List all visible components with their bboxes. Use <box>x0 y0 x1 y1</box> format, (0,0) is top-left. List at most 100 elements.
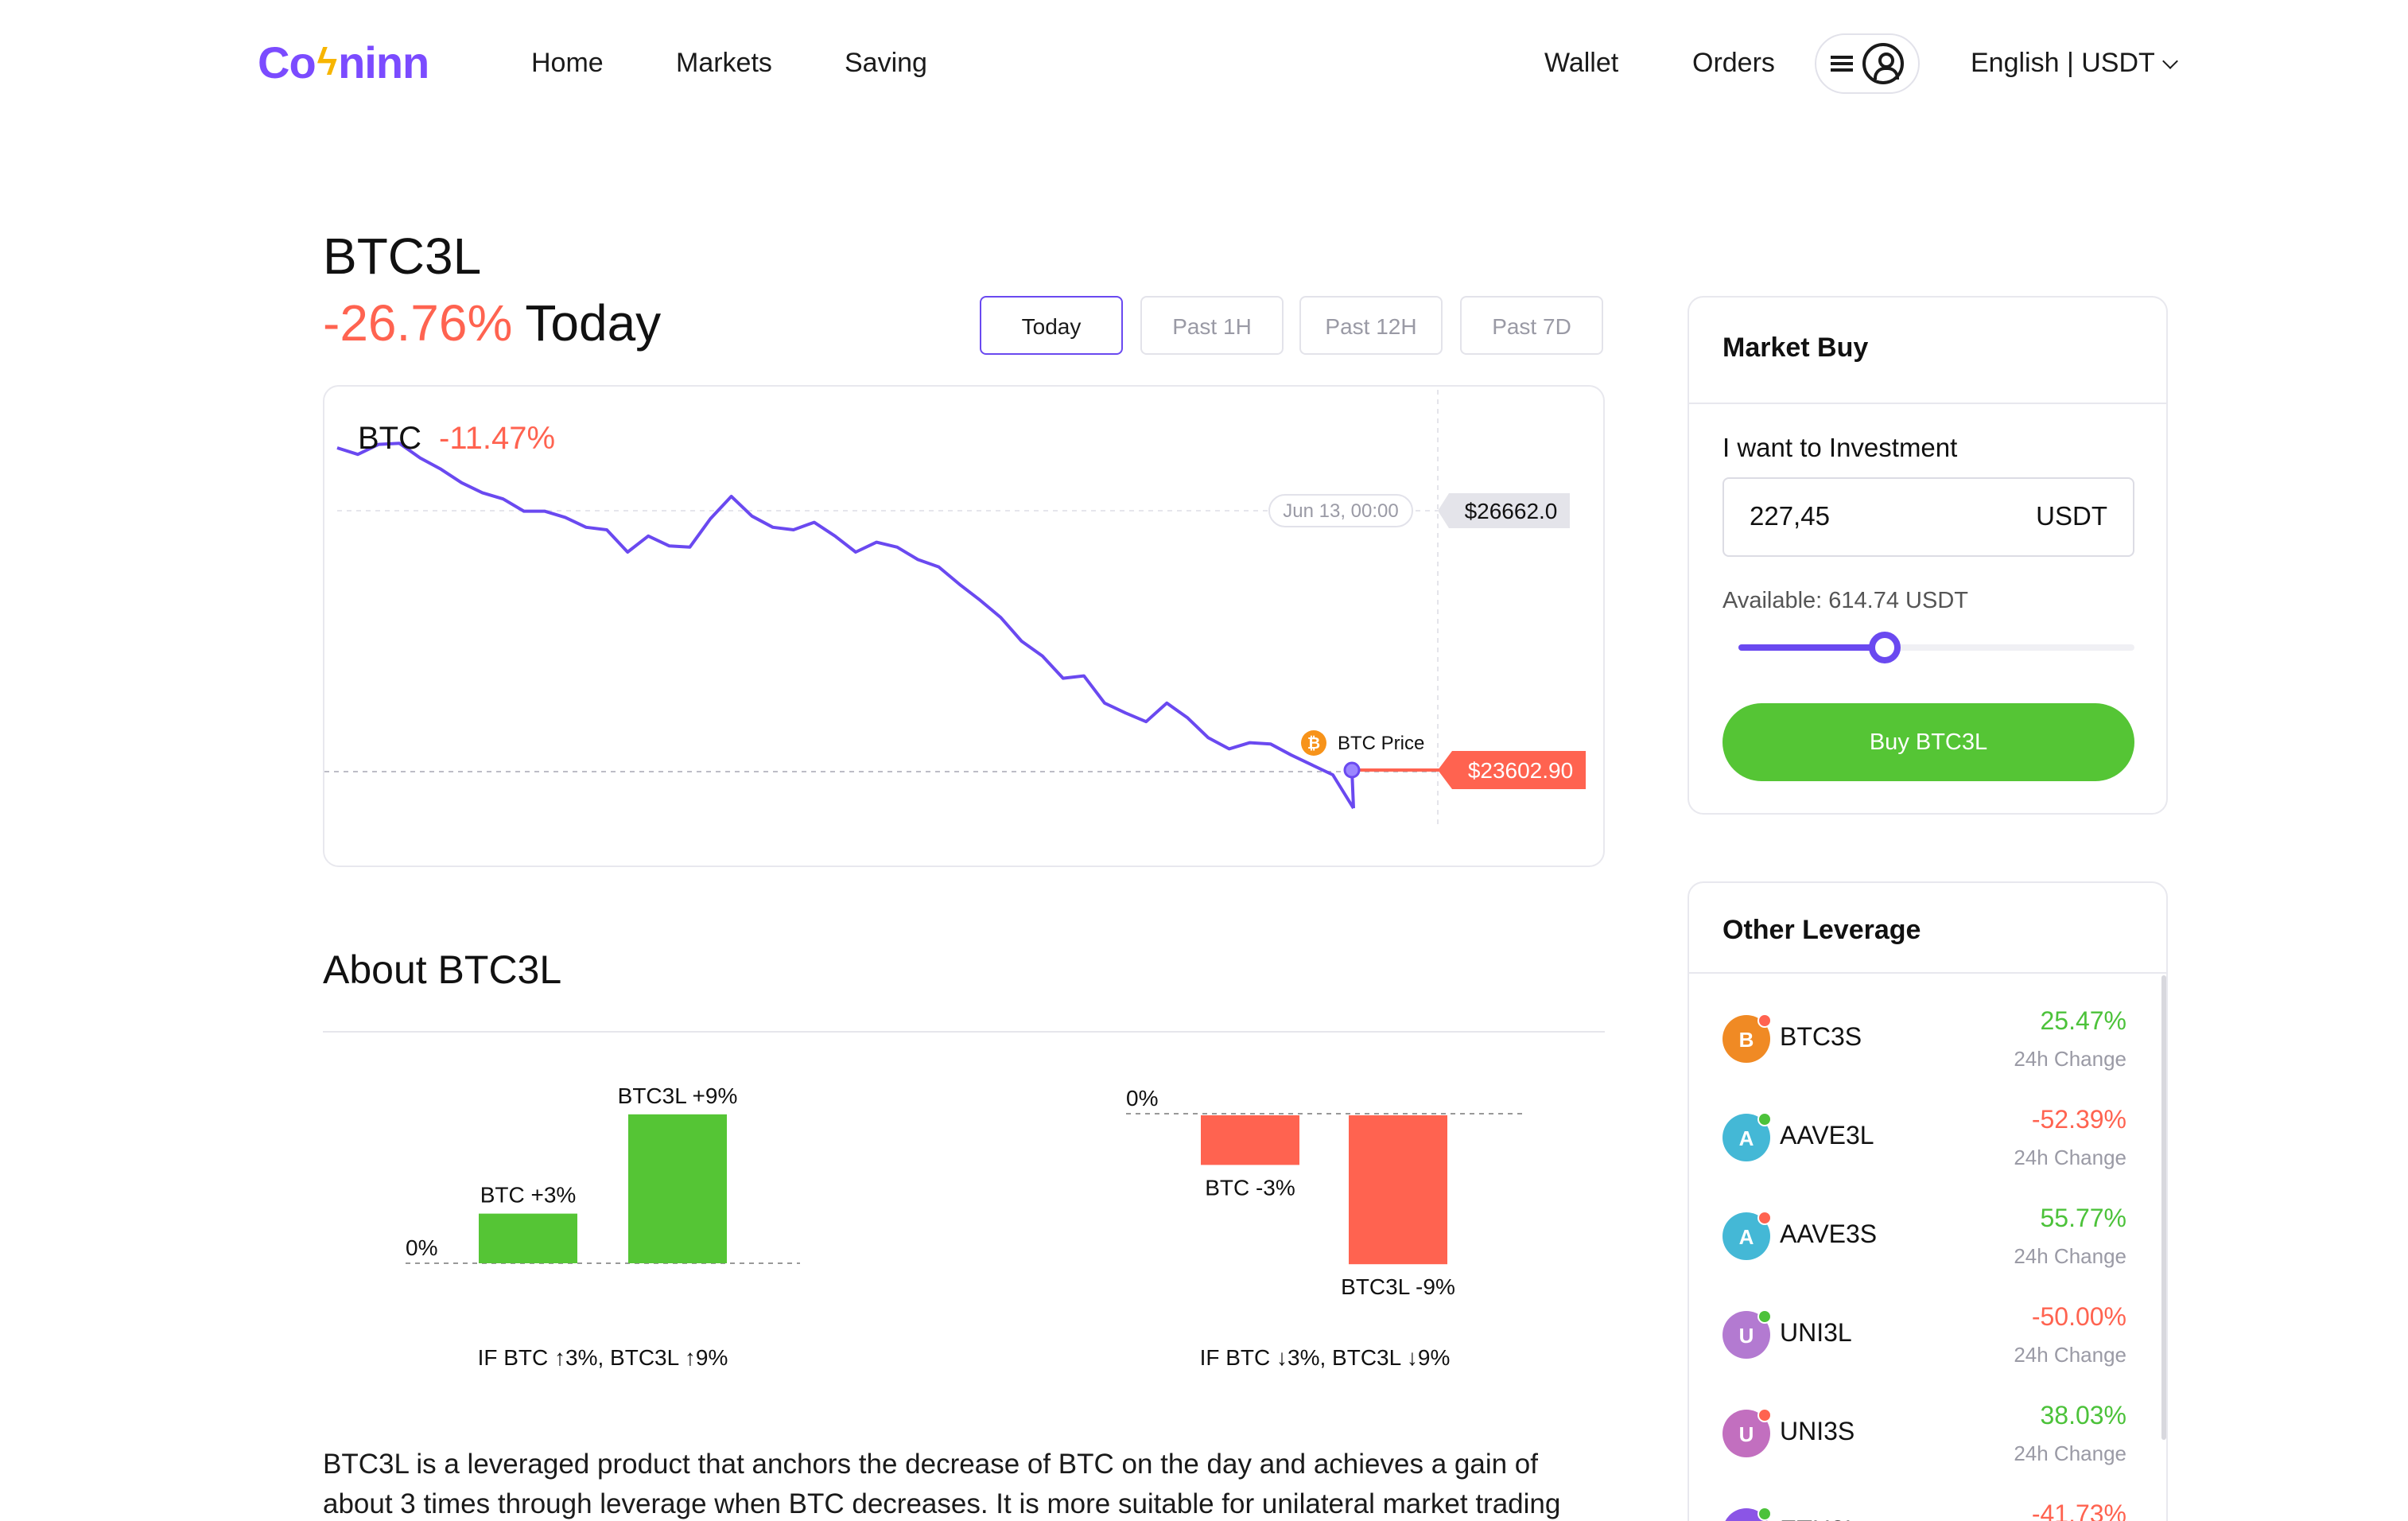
btc-price-line <box>336 442 1355 810</box>
down-lev-label: BTC3L -9% <box>1341 1274 1455 1299</box>
investment-currency: USDT <box>2036 502 2107 531</box>
account-menu-button[interactable] <box>1815 33 1920 94</box>
leverage-change: -41.73% <box>2031 1502 2126 1521</box>
bitcoin-icon: B <box>1722 1013 1772 1063</box>
down-btc-label: BTC -3% <box>1205 1175 1295 1200</box>
amount-slider[interactable] <box>1738 632 2134 663</box>
leverage-direction-badge <box>1757 1112 1772 1126</box>
leverage-illustration: 0% BTC +3% BTC3L +9% IF BTC ↑3%, BTC3L ↑9% 0… <box>406 1083 1524 1370</box>
investment-amount-input[interactable]: 227,45 USDT <box>1722 477 2134 557</box>
nav-markets[interactable]: Markets <box>676 48 772 78</box>
current-price-label: $23602.90 <box>1468 758 1573 783</box>
leverage-name: UNI3S <box>1780 1419 1855 1446</box>
leverage-name: UNI3L <box>1780 1321 1852 1348</box>
leverage-direction-badge <box>1757 1408 1772 1422</box>
uniswap-icon: U <box>1722 1309 1772 1359</box>
leverage-change-caption: 24h Change <box>2014 1047 2126 1071</box>
leverage-change: -50.00% <box>2031 1305 2126 1332</box>
language-label: English | USDT <box>1971 48 2155 78</box>
leverage-direction-badge <box>1757 1013 1772 1028</box>
asset-change-row: -26.76% Today <box>323 294 661 353</box>
market-buy-title: Market Buy <box>1722 333 1869 363</box>
leverage-row-uni3s[interactable]: U UNI3S 38.03% 24h Change <box>1689 1394 2160 1492</box>
nav-wallet[interactable]: Wallet <box>1544 48 1619 78</box>
investment-label: I want to Investment <box>1722 434 1958 463</box>
current-price-tag <box>1438 751 1586 789</box>
up-lev-label: BTC3L +9% <box>618 1083 738 1108</box>
leverage-row-eth3l[interactable]: EETH3L-41.73%24h Change <box>1689 1492 2160 1521</box>
leverage-row-btc3s[interactable]: B BTC3S 25.47% 24h Change <box>1689 999 2160 1098</box>
ethereum-icon: E <box>1722 1507 1772 1521</box>
nav-home[interactable]: Home <box>531 48 604 78</box>
leverage-change-caption: 24h Change <box>2014 1343 2126 1367</box>
chevron-down-icon <box>2161 53 2178 68</box>
hamburger-icon <box>1831 56 1853 72</box>
up-caption: IF BTC ↑3%, BTC3L ↑9% <box>478 1345 728 1370</box>
investment-amount-value: 227,45 <box>1750 502 1830 531</box>
period-12h-button[interactable]: Past 12H <box>1299 296 1443 355</box>
leverage-change-caption: 24h Change <box>2014 1244 2126 1268</box>
buy-button[interactable]: Buy BTC3L <box>1722 703 2134 781</box>
btc-price-marker-label: BTC Price <box>1338 733 1424 754</box>
nav-orders[interactable]: Orders <box>1692 48 1775 78</box>
asset-change: -26.76% <box>323 294 513 352</box>
up-btc-label: BTC +3% <box>480 1183 577 1208</box>
down-lev-bar <box>1349 1115 1447 1265</box>
leverage-row-aave3s[interactable]: A AAVE3S 55.77% 24h Change <box>1689 1196 2160 1295</box>
market-buy-card: Market Buy I want to Investment 227,45 U… <box>1688 296 2168 815</box>
coninn-logo[interactable]: Co ϟ ninn <box>258 38 429 89</box>
language-currency-selector[interactable]: English | USDT <box>1971 48 2178 80</box>
up-zero-label: 0% <box>406 1235 437 1260</box>
about-description: BTC3L is a leveraged product that anchor… <box>323 1448 1561 1519</box>
down-btc-bar <box>1201 1115 1299 1165</box>
about-divider <box>323 1031 1605 1033</box>
user-icon <box>1862 43 1904 84</box>
chart-time-label: Jun 13, 00:00 <box>1283 500 1398 522</box>
leverage-row-uni3l[interactable]: U UNI3L -50.00% 24h Change <box>1689 1295 2160 1394</box>
leverage-direction-badge <box>1757 1211 1772 1225</box>
down-zero-label: 0% <box>1126 1086 1158 1111</box>
aave-icon: A <box>1722 1112 1772 1161</box>
other-leverage-card: Other Leverage B BTC3S 25.47% 24h Change A AA… <box>1688 881 2168 1521</box>
period-1h-button[interactable]: Past 1H <box>1140 296 1284 355</box>
current-price-dot <box>1343 761 1361 779</box>
amount-slider-fill <box>1738 644 1886 651</box>
uniswap-icon: U <box>1722 1408 1772 1457</box>
high-price-label: $26662.0 <box>1465 499 1558 523</box>
bitcoin-icon-glyph: ₿ <box>1307 735 1320 753</box>
period-7d-button[interactable]: Past 7D <box>1460 296 1603 355</box>
leverage-change-caption: 24h Change <box>2014 1441 2126 1465</box>
leverage-name: ETH3L <box>1780 1518 1859 1521</box>
chart-time-pill <box>1268 494 1413 527</box>
available-balance: Available: 614.74 USDT <box>1722 589 1968 614</box>
period-today-button[interactable]: Today <box>980 296 1123 355</box>
chart-change: -11.47% <box>439 422 556 457</box>
nav-saving[interactable]: Saving <box>845 48 927 78</box>
price-chart[interactable]: ₿ BTC Price Jun 13, 00:00 $26662.0 $23602.90 <box>324 387 1606 869</box>
leverage-row-aave3l[interactable]: A AAVE3L -52.39% 24h Change <box>1689 1098 2160 1196</box>
other-leverage-title: Other Leverage <box>1722 915 1921 945</box>
logo-text-left: Co <box>258 38 317 88</box>
lightning-bolt-icon: ϟ <box>317 41 337 84</box>
down-caption: IF BTC ↓3%, BTC3L ↓9% <box>1200 1345 1451 1370</box>
leverage-name: AAVE3L <box>1780 1123 1874 1150</box>
logo-text-right: ninn <box>338 38 429 88</box>
up-lev-bar <box>628 1114 727 1263</box>
leverage-change: -52.39% <box>2031 1107 2126 1134</box>
about-title: About BTC3L <box>323 948 562 993</box>
leverage-change: 38.03% <box>2040 1403 2126 1430</box>
asset-change-period: Today <box>525 294 662 352</box>
chart-symbol: BTC <box>358 422 421 457</box>
other-leverage-scrollbar[interactable] <box>2161 975 2166 1440</box>
bitcoin-icon <box>1301 730 1326 756</box>
up-btc-bar <box>479 1213 577 1263</box>
asset-title: BTC3L <box>323 228 482 285</box>
leverage-name: AAVE3S <box>1780 1222 1878 1249</box>
high-price-tag <box>1438 493 1570 528</box>
other-leverage-divider <box>1689 972 2166 974</box>
aave-icon: A <box>1722 1211 1772 1260</box>
price-chart-card: ₿ BTC Price Jun 13, 00:00 $26662.0 $23602.90… <box>323 385 1605 867</box>
amount-slider-handle[interactable] <box>1869 632 1901 663</box>
leverage-change: 55.77% <box>2040 1206 2126 1233</box>
